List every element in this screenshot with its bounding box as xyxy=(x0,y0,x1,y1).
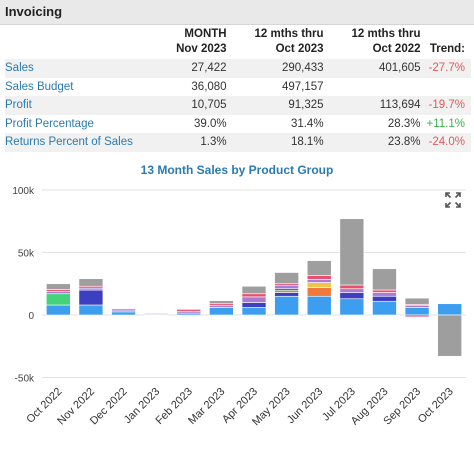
x-tick-label: Jun 2023 xyxy=(285,386,325,426)
chart-bar-segment xyxy=(372,295,397,302)
chart-bar-segment xyxy=(78,304,104,316)
chart-bar-segment xyxy=(241,293,267,298)
chart-bar-segment xyxy=(241,285,267,295)
column-header-12mths-current: 12 mths thru Oct 2023 xyxy=(254,28,324,55)
cell-12mths-prior: 23.8% xyxy=(329,133,427,152)
column-header-trend: Trend: xyxy=(429,43,465,55)
table-row: Profit 10,705 91,325 113,694 -19.7% xyxy=(5,96,471,115)
cell-12mths-prior: 28.3% xyxy=(387,117,421,130)
chart-bar-segment xyxy=(306,279,332,283)
chart-bar-segment xyxy=(241,307,267,316)
cell-month: 36,080 xyxy=(191,80,227,93)
cell-12mths-prior xyxy=(330,78,427,97)
column-header-month: MONTH Nov 2023 xyxy=(176,28,227,55)
table-row: Sales 27,422 290,433 401,605 -27.7% xyxy=(5,59,471,78)
chart-bar-segment xyxy=(306,295,332,316)
y-tick-label: 100k xyxy=(12,186,35,197)
kpi-table: MONTH Nov 2023 12 mths thru Oct 2023 12 mt… xyxy=(5,26,471,152)
chart-bar-segment xyxy=(437,314,462,357)
chart-bar-segment xyxy=(339,298,365,316)
chart-bar-segment xyxy=(339,292,365,300)
cell-12mths-current: 497,157 xyxy=(281,80,324,93)
chart-bar-segment xyxy=(274,272,299,285)
chart-bar-segment xyxy=(241,302,267,308)
chart-bar-segment xyxy=(404,307,430,316)
section-header: Invoicing xyxy=(0,0,474,25)
x-tick-label: Oct 2023 xyxy=(416,386,456,426)
table-row: Sales Budget 36,080 497,157 xyxy=(5,78,471,97)
column-header-label xyxy=(5,26,154,59)
chart-bar-segment xyxy=(241,296,267,303)
chart-bar-segment xyxy=(143,312,169,315)
y-tick-label: 0 xyxy=(28,311,34,322)
chart-bar-segment xyxy=(339,284,365,290)
chart-bar-segment xyxy=(404,297,430,305)
chart-bar-segment xyxy=(46,290,71,295)
chart-bar-segment xyxy=(306,275,332,280)
chart-bar-segment xyxy=(404,314,430,318)
chart-bar-segment xyxy=(372,268,397,291)
y-tick-label: 50k xyxy=(18,249,35,260)
cell-12mths-current: 91,325 xyxy=(232,96,330,115)
section-title: Invoicing xyxy=(5,4,63,19)
cell-trend: +11.1% xyxy=(426,117,465,130)
chart-bar-segment xyxy=(46,304,71,316)
cell-12mths-prior: 113,694 xyxy=(329,96,427,115)
table-row: Profit Percentage 39.0% 31.4% 28.3% +11.1% xyxy=(5,115,471,134)
chart-bar-segment xyxy=(209,300,234,305)
chart-bar-segment xyxy=(339,288,365,293)
expand-icon[interactable] xyxy=(445,192,461,208)
chart-title: 13 Month Sales by Product Group xyxy=(140,163,334,177)
table-header-row: MONTH Nov 2023 12 mths thru Oct 2023 12 mt… xyxy=(5,26,471,59)
y-tick-label: -50k xyxy=(15,374,35,385)
chart-bar-segment xyxy=(274,285,299,290)
cell-month: 39.0% xyxy=(193,117,227,130)
chart-bar-segment xyxy=(78,289,104,306)
cell-12mths-current: 31.4% xyxy=(290,117,324,130)
chart-bar-segment xyxy=(46,293,71,306)
cell-trend: -27.7% xyxy=(426,59,471,78)
cell-trend: -19.7% xyxy=(426,96,471,115)
chart-bar-segment xyxy=(372,292,397,297)
cell-trend xyxy=(427,78,471,97)
row-label[interactable]: Returns Percent of Sales xyxy=(5,133,155,152)
cell-month: 10,705 xyxy=(154,96,233,115)
cell-month: 1.3% xyxy=(154,133,233,152)
chart-bar-segment xyxy=(176,309,202,312)
row-label[interactable]: Profit xyxy=(5,96,155,115)
cell-12mths-prior: 401,605 xyxy=(329,59,427,78)
chart-bar-segment xyxy=(372,289,397,293)
chart-bar-segment xyxy=(274,295,299,316)
chart-bar-segment xyxy=(111,308,136,311)
chart-bar-segment xyxy=(78,278,104,287)
row-label[interactable]: Sales Budget xyxy=(5,80,74,93)
row-label[interactable]: Sales xyxy=(5,59,155,78)
cell-12mths-current: 290,433 xyxy=(232,59,330,78)
chart-bar-segment xyxy=(306,260,332,276)
chart-bar-segment xyxy=(306,287,332,297)
table-row: Returns Percent of Sales 1.3% 18.1% 23.8% -2… xyxy=(5,133,471,152)
row-label[interactable]: Profit Percentage xyxy=(5,117,94,130)
chart-bar-segment xyxy=(46,283,71,290)
chart-bar-segment xyxy=(274,292,299,297)
chart-bar-segment xyxy=(306,282,332,288)
chart-bar-segment xyxy=(437,303,462,316)
chart-bar-segment xyxy=(372,300,397,316)
cell-month: 27,422 xyxy=(154,59,233,78)
cell-trend: -24.0% xyxy=(426,133,471,152)
cell-12mths-current: 18.1% xyxy=(232,133,330,152)
chart-bar-segment xyxy=(111,311,136,316)
column-header-12mths-prior: 12 mths thru Oct 2022 xyxy=(351,28,421,55)
chart-bar-segment xyxy=(209,307,234,316)
chart-bar-segment xyxy=(339,218,365,286)
